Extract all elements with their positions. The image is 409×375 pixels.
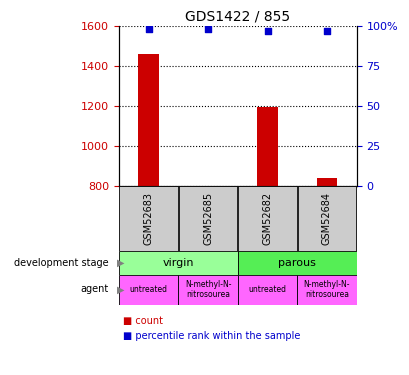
Point: [323, 28, 330, 34]
Text: ▶: ▶: [117, 285, 124, 294]
Bar: [316, 178, 337, 186]
Bar: [237, 274, 297, 304]
Text: GSM52683: GSM52683: [143, 192, 153, 245]
Text: virgin: virgin: [162, 258, 193, 268]
Text: agent: agent: [80, 285, 108, 294]
Text: ▶: ▶: [117, 258, 124, 268]
Bar: [178, 186, 237, 250]
Text: GSM52684: GSM52684: [321, 192, 331, 245]
Bar: [297, 274, 356, 304]
Bar: [119, 274, 178, 304]
Point: [264, 28, 270, 34]
Text: GSM52682: GSM52682: [262, 192, 272, 245]
Text: parous: parous: [278, 258, 315, 268]
Text: ■ percentile rank within the sample: ■ percentile rank within the sample: [123, 332, 300, 341]
Point: [145, 26, 151, 33]
Text: N-methyl-N-
nitrosourea: N-methyl-N- nitrosourea: [303, 280, 349, 299]
Text: development stage: development stage: [14, 258, 108, 268]
Text: ■ count: ■ count: [123, 316, 163, 326]
Bar: [178, 274, 237, 304]
Title: GDS1422 / 855: GDS1422 / 855: [185, 10, 290, 24]
Text: untreated: untreated: [129, 285, 167, 294]
Text: untreated: untreated: [248, 285, 286, 294]
Bar: [256, 107, 277, 186]
Bar: [119, 186, 178, 250]
Bar: [237, 251, 356, 274]
Text: N-methyl-N-
nitrosourea: N-methyl-N- nitrosourea: [184, 280, 231, 299]
Bar: [138, 54, 159, 186]
Bar: [297, 186, 355, 250]
Text: GSM52685: GSM52685: [202, 192, 213, 245]
Point: [204, 26, 211, 33]
Bar: [238, 186, 296, 250]
Bar: [119, 251, 237, 274]
